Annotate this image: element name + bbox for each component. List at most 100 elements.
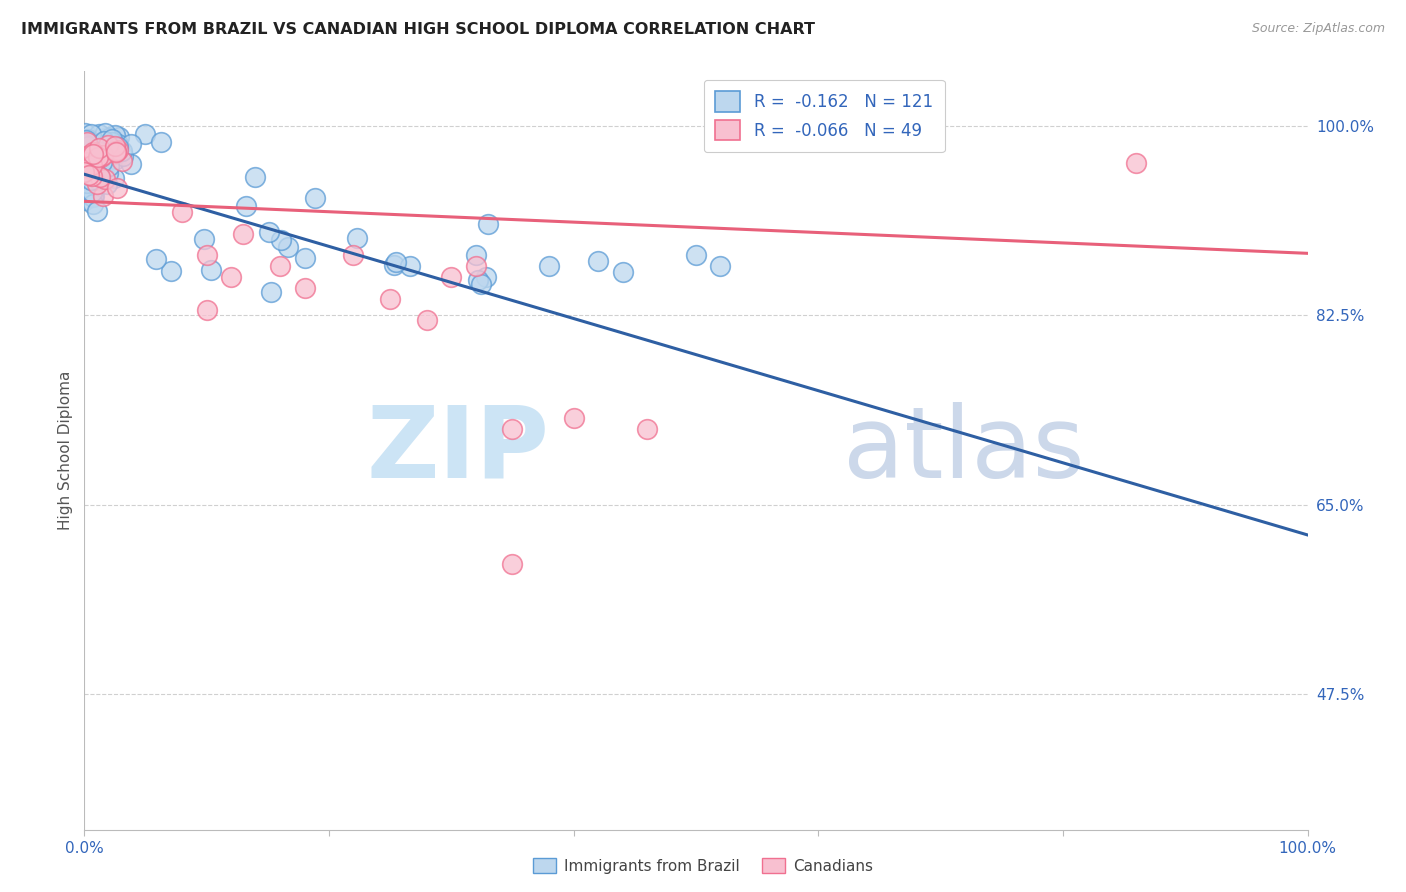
Point (467, 273, 489, 287)
Point (87, 141, 110, 155)
Point (77, 154, 100, 169)
Point (89, 137, 111, 152)
Point (398, 259, 420, 273)
Point (93, 171, 115, 186)
Point (80, 155, 103, 169)
Point (586, 254, 609, 268)
Point (90, 150, 112, 164)
Point (83, 156, 105, 170)
Point (79, 135, 101, 149)
Point (98, 159, 121, 173)
Point (385, 255, 408, 269)
Point (416, 313, 439, 327)
Text: Source: ZipAtlas.com: Source: ZipAtlas.com (1251, 22, 1385, 36)
Point (86, 177, 108, 191)
Legend: Immigrants from Brazil, Canadians: Immigrants from Brazil, Canadians (527, 852, 879, 880)
Point (93, 145, 115, 160)
Point (382, 258, 405, 272)
Point (73, 149, 96, 163)
Point (80, 161, 103, 176)
Point (90, 164, 112, 178)
Point (83, 161, 105, 176)
Point (73, 126, 96, 140)
Point (77, 135, 100, 149)
Point (80, 169, 103, 183)
Point (304, 191, 326, 205)
Point (150, 135, 173, 149)
Point (134, 127, 156, 141)
Point (232, 227, 254, 241)
Point (111, 144, 134, 158)
Point (90, 155, 112, 169)
Point (160, 264, 183, 278)
Point (75, 146, 97, 161)
Point (93, 135, 115, 149)
Point (87, 173, 110, 187)
Point (101, 135, 124, 149)
Point (104, 128, 127, 143)
Point (79, 151, 101, 165)
Point (91, 135, 114, 149)
Point (87, 164, 110, 178)
Point (538, 260, 561, 274)
Point (91, 148, 114, 162)
Point (269, 260, 291, 274)
Point (93, 160, 115, 174)
Point (73, 136, 96, 151)
Text: atlas: atlas (842, 402, 1084, 499)
Point (77, 132, 100, 146)
Point (76, 135, 98, 149)
Point (75, 193, 97, 207)
Point (277, 240, 299, 254)
Point (502, 557, 524, 572)
Point (75, 161, 97, 176)
Point (474, 270, 496, 285)
Point (83, 161, 105, 176)
Point (77, 160, 100, 174)
Point (470, 277, 492, 291)
Point (80, 136, 103, 150)
Point (83, 153, 105, 168)
Point (86, 164, 108, 178)
Point (100, 136, 122, 151)
Point (76, 176, 98, 190)
Point (195, 248, 218, 262)
Point (83, 165, 105, 179)
Point (195, 302, 218, 317)
Point (73, 157, 96, 171)
Point (96, 130, 118, 145)
Point (83, 189, 105, 203)
Point (84, 155, 107, 169)
Point (75, 140, 97, 154)
Point (380, 292, 402, 306)
Point (80, 157, 103, 171)
Point (82, 145, 104, 159)
Point (477, 217, 499, 231)
Point (245, 169, 267, 184)
Point (83, 149, 105, 163)
Point (83, 146, 105, 161)
Point (86, 203, 108, 218)
Point (1125, 156, 1147, 170)
Point (105, 181, 128, 195)
Point (97, 138, 120, 153)
Point (108, 129, 131, 144)
Point (294, 281, 316, 295)
Point (80, 127, 103, 141)
Text: ZIP: ZIP (367, 402, 550, 499)
Point (104, 138, 127, 153)
Point (709, 260, 731, 274)
Point (101, 131, 124, 145)
Point (97, 147, 120, 161)
Point (82, 158, 104, 172)
Point (94, 126, 117, 140)
Point (111, 154, 134, 169)
Point (86, 143, 108, 157)
Point (77, 187, 100, 202)
Point (76, 140, 98, 154)
Point (94, 149, 117, 163)
Point (75, 133, 97, 147)
Point (82, 156, 104, 170)
Point (73, 165, 96, 179)
Point (464, 248, 486, 262)
